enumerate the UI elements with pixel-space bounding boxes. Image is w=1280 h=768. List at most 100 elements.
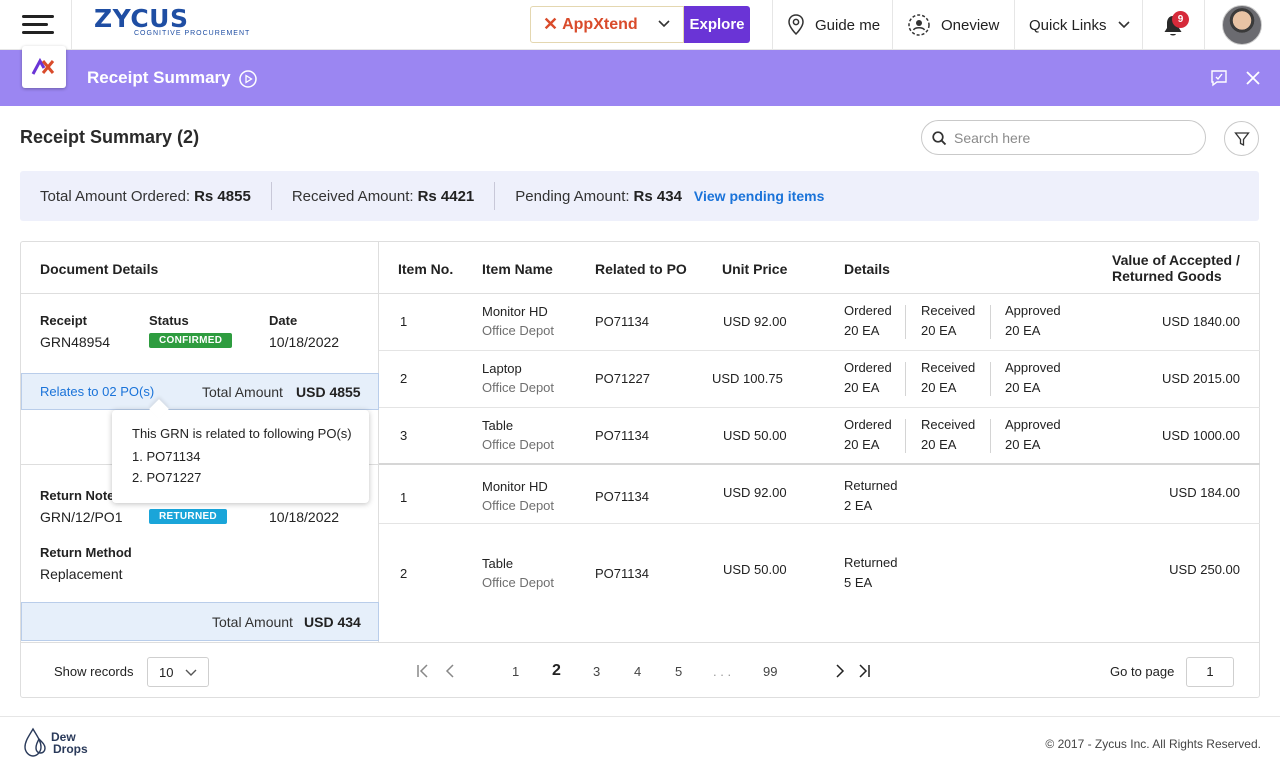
first-page-icon[interactable] bbox=[416, 664, 430, 678]
item-no: 2 bbox=[400, 566, 408, 581]
unit-price: USD 100.75 bbox=[712, 371, 783, 386]
search-input[interactable] bbox=[954, 128, 1194, 148]
detail-received: Received 20 EA bbox=[921, 415, 975, 455]
detail-label: Approved bbox=[1005, 417, 1061, 432]
return-note-link[interactable]: GRN/12/PO1 bbox=[40, 509, 123, 525]
detail-label: Approved bbox=[1005, 360, 1061, 375]
appxtend-selector[interactable]: ✕ AppXtend bbox=[530, 6, 684, 43]
detail-value: 5 EA bbox=[844, 575, 873, 590]
logo-text: ZYCUS bbox=[94, 4, 189, 33]
unit-price: USD 92.00 bbox=[723, 485, 787, 500]
chevron-down-icon bbox=[658, 20, 670, 28]
page-link-1[interactable]: 1 bbox=[512, 664, 520, 679]
oneview-link[interactable]: Oneview bbox=[892, 0, 1014, 50]
user-avatar[interactable] bbox=[1204, 0, 1280, 50]
detail-divider bbox=[990, 419, 991, 453]
show-records-label: Show records bbox=[54, 664, 134, 679]
next-page-icon[interactable] bbox=[832, 664, 846, 678]
document-details-pane: Document Details Receipt GRN48954 Status… bbox=[21, 242, 379, 642]
row-value: USD 184.00 bbox=[1169, 485, 1240, 500]
item-name: Laptop bbox=[482, 361, 522, 376]
status-badge-confirmed: CONFIRMED bbox=[149, 333, 233, 348]
table-row: 1 Monitor HD Office Depot PO71134 USD 92… bbox=[379, 294, 1260, 351]
ordered-label: Total Amount Ordered: bbox=[40, 187, 191, 205]
col-value-line2: Returned Goods bbox=[1112, 268, 1222, 284]
item-name: Table bbox=[482, 556, 514, 571]
records-per-page-select[interactable]: 10 bbox=[147, 657, 209, 687]
po-link[interactable]: PO71134 bbox=[595, 314, 649, 329]
search-box[interactable] bbox=[921, 120, 1206, 155]
previous-page-icon[interactable] bbox=[444, 664, 458, 678]
col-details: Details bbox=[844, 261, 890, 277]
po-link[interactable]: PO71134 bbox=[595, 428, 649, 443]
unit-price: USD 50.00 bbox=[723, 428, 787, 443]
filter-button[interactable] bbox=[1224, 121, 1259, 156]
col-value-line1: Value of Accepted / bbox=[1112, 252, 1240, 268]
page-link-5[interactable]: 5 bbox=[675, 664, 683, 679]
total-amount-label: Total Amount bbox=[202, 384, 283, 400]
receipt-panel: Document Details Receipt GRN48954 Status… bbox=[20, 241, 1260, 698]
detail-returned: Returned 2 EA bbox=[844, 476, 897, 516]
page-link-3[interactable]: 3 bbox=[593, 664, 601, 679]
zycus-logo[interactable]: ZYCUS COGNITIVE PROCUREMENT bbox=[94, 4, 250, 37]
dewdrops-word-2: Drops bbox=[53, 742, 88, 756]
item-vendor: Office Depot bbox=[482, 437, 555, 452]
detail-ordered: Ordered 20 EA bbox=[844, 301, 892, 341]
header-title: Receipt Summary bbox=[87, 68, 231, 87]
guide-me-link[interactable]: Guide me bbox=[772, 0, 892, 50]
detail-returned: Returned 5 EA bbox=[844, 553, 897, 593]
view-pending-link[interactable]: View pending items bbox=[693, 188, 825, 204]
detail-value: 20 EA bbox=[844, 380, 880, 395]
return-total-label: Total Amount bbox=[212, 614, 293, 630]
item-vendor: Office Depot bbox=[482, 323, 555, 338]
go-to-page-input[interactable]: 1 bbox=[1186, 657, 1234, 687]
oneview-label: Oneview bbox=[941, 16, 1000, 34]
explore-button[interactable]: Explore bbox=[684, 6, 750, 43]
item-vendor: Office Depot bbox=[482, 380, 555, 395]
close-icon[interactable] bbox=[1245, 70, 1261, 86]
receipt-link[interactable]: GRN48954 bbox=[40, 334, 111, 350]
table-row: 1 Monitor HD Office Depot PO71134 USD 92… bbox=[379, 466, 1260, 524]
items-table: Item No. Item Name Related to PO Unit Pr… bbox=[379, 242, 1260, 642]
notification-count-badge: 9 bbox=[1172, 11, 1189, 28]
po-link[interactable]: PO71134 bbox=[595, 489, 649, 504]
page-link-99[interactable]: 99 bbox=[763, 664, 778, 679]
chevron-down-icon bbox=[1117, 21, 1130, 29]
detail-label: Returned bbox=[844, 555, 898, 570]
detail-label: Ordered bbox=[844, 360, 892, 375]
pending-label: Pending Amount: bbox=[515, 187, 630, 205]
page-link-2[interactable]: 2 bbox=[552, 662, 561, 679]
row-value: USD 1840.00 bbox=[1161, 314, 1240, 329]
row-value: USD 1000.00 bbox=[1161, 428, 1240, 443]
return-total-value: USD 434 bbox=[304, 614, 361, 630]
page-link-4[interactable]: 4 bbox=[634, 664, 642, 679]
po-link[interactable]: PO71227 bbox=[595, 371, 650, 386]
detail-received: Received 20 EA bbox=[921, 358, 975, 398]
quick-links-dropdown[interactable]: Quick Links bbox=[1014, 0, 1142, 50]
ordered-amount: Total Amount Ordered: Rs 4855 bbox=[20, 182, 272, 210]
po-link[interactable]: PO71134 bbox=[595, 566, 649, 581]
item-no: 2 bbox=[400, 371, 408, 386]
last-page-icon[interactable] bbox=[857, 664, 871, 678]
location-pin-icon bbox=[788, 14, 804, 36]
page-footer: Dew Drops © 2017 - Zycus Inc. All Rights … bbox=[0, 716, 1280, 768]
copyright-text: © 2017 - Zycus Inc. All Rights Reserved. bbox=[1045, 737, 1261, 751]
notifications-button[interactable] bbox=[1142, 0, 1204, 50]
feedback-icon[interactable] bbox=[1210, 69, 1228, 87]
relates-bar: Relates to 02 PO(s) Total Amount USD 485… bbox=[21, 373, 379, 410]
relates-po-link[interactable]: Relates to 02 PO(s) bbox=[40, 384, 155, 399]
status-label: Status bbox=[149, 313, 189, 328]
top-navbar: ZYCUS COGNITIVE PROCUREMENT ✕ AppXtend E… bbox=[0, 0, 1280, 50]
return-total-bar: Total Amount USD 434 bbox=[21, 602, 379, 641]
play-help-icon[interactable] bbox=[238, 69, 258, 89]
detail-value: 20 EA bbox=[844, 437, 880, 452]
date-value: 10/18/2022 bbox=[269, 334, 340, 350]
col-unit-price: Unit Price bbox=[722, 261, 788, 277]
received-value: Rs 4421 bbox=[417, 187, 475, 205]
item-no: 1 bbox=[400, 490, 408, 505]
appxtend-app-icon bbox=[22, 46, 66, 88]
hamburger-menu-icon[interactable] bbox=[0, 0, 72, 50]
return-date-value: 10/18/2022 bbox=[269, 509, 340, 525]
amount-summary-bar: Total Amount Ordered: Rs 4855 Received Am… bbox=[20, 171, 1259, 221]
appxtend-logo-icon: ✕ bbox=[543, 14, 559, 34]
